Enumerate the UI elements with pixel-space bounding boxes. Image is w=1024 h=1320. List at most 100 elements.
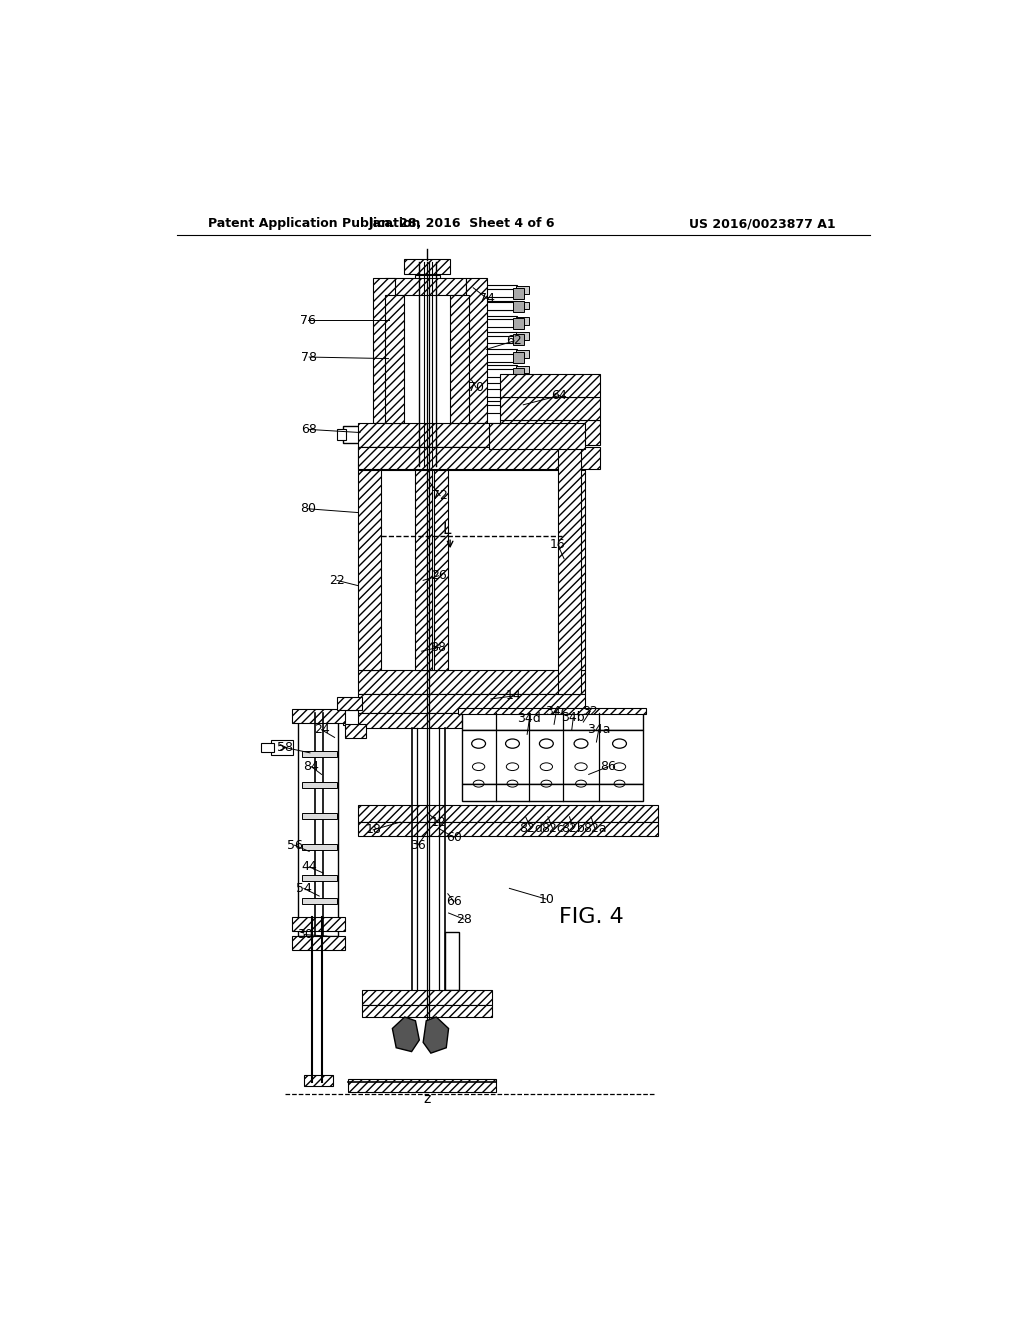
Text: 56: 56 bbox=[287, 838, 302, 851]
Bar bbox=[357, 671, 585, 693]
Bar bbox=[357, 713, 585, 729]
Bar bbox=[562, 470, 585, 671]
Text: 72: 72 bbox=[432, 490, 449, 502]
Bar bbox=[381, 470, 562, 671]
Text: 34a: 34a bbox=[587, 723, 610, 737]
Bar bbox=[558, 447, 581, 693]
Bar bbox=[478, 370, 515, 378]
Bar bbox=[478, 302, 515, 310]
Text: 16: 16 bbox=[550, 539, 566, 552]
Bar bbox=[343, 710, 368, 725]
Bar bbox=[477, 317, 517, 326]
Text: 34d: 34d bbox=[517, 713, 542, 726]
Bar bbox=[416, 470, 432, 671]
Text: 26: 26 bbox=[431, 569, 446, 582]
Text: 80: 80 bbox=[300, 502, 315, 515]
Text: 30: 30 bbox=[297, 928, 312, 941]
Bar bbox=[472, 404, 478, 414]
Bar bbox=[343, 426, 360, 444]
Bar bbox=[403, 259, 451, 275]
Bar bbox=[513, 301, 524, 312]
Text: 60: 60 bbox=[446, 832, 462, 843]
Text: 66: 66 bbox=[446, 895, 462, 908]
Bar bbox=[515, 350, 529, 358]
Bar bbox=[478, 335, 515, 343]
Bar bbox=[357, 422, 500, 447]
Bar bbox=[462, 713, 643, 730]
Text: 64: 64 bbox=[552, 389, 567, 403]
Text: 78: 78 bbox=[301, 351, 317, 363]
Bar bbox=[462, 784, 643, 801]
Bar bbox=[357, 447, 585, 470]
Bar bbox=[458, 709, 646, 714]
Text: 10: 10 bbox=[539, 892, 554, 906]
Bar bbox=[478, 405, 515, 412]
Bar bbox=[500, 374, 600, 397]
Bar bbox=[466, 277, 487, 422]
Bar bbox=[515, 384, 529, 392]
Bar bbox=[513, 334, 524, 345]
Text: 84: 84 bbox=[303, 760, 319, 774]
Bar bbox=[337, 429, 346, 441]
Bar bbox=[513, 288, 524, 298]
Bar bbox=[261, 743, 273, 752]
Text: 74: 74 bbox=[479, 292, 495, 305]
Bar bbox=[472, 334, 478, 345]
Text: L: L bbox=[442, 521, 451, 537]
Bar bbox=[472, 368, 478, 379]
Bar bbox=[361, 1006, 493, 1016]
Bar bbox=[301, 898, 337, 904]
Bar bbox=[478, 354, 515, 362]
Bar bbox=[515, 286, 529, 294]
Text: 14: 14 bbox=[506, 689, 522, 702]
Bar bbox=[478, 319, 515, 327]
Bar bbox=[357, 693, 585, 713]
Text: 12: 12 bbox=[431, 816, 446, 829]
Bar bbox=[373, 277, 394, 422]
Bar bbox=[515, 302, 529, 309]
Polygon shape bbox=[392, 1016, 419, 1052]
Text: 32: 32 bbox=[583, 705, 598, 718]
Bar bbox=[513, 388, 524, 399]
Bar bbox=[488, 422, 585, 449]
Text: 82a: 82a bbox=[583, 822, 606, 834]
Bar bbox=[361, 990, 493, 1006]
Bar bbox=[472, 318, 478, 329]
Bar bbox=[472, 388, 478, 399]
Bar bbox=[357, 447, 600, 469]
Bar bbox=[301, 781, 337, 788]
Bar bbox=[345, 725, 367, 738]
Text: 76: 76 bbox=[300, 314, 315, 326]
Text: 36: 36 bbox=[410, 838, 426, 851]
Bar bbox=[472, 288, 478, 298]
Bar bbox=[301, 751, 337, 758]
Bar bbox=[477, 383, 517, 392]
Text: US 2016/0023877 A1: US 2016/0023877 A1 bbox=[689, 218, 836, 231]
Bar bbox=[477, 401, 517, 411]
Bar bbox=[301, 843, 337, 850]
Bar bbox=[477, 331, 517, 341]
Text: Patent Application Publication: Patent Application Publication bbox=[208, 218, 420, 231]
Bar bbox=[472, 352, 478, 363]
Bar bbox=[385, 277, 466, 294]
Bar bbox=[301, 874, 337, 880]
Bar bbox=[515, 333, 529, 341]
Bar bbox=[451, 294, 469, 422]
Text: 58: 58 bbox=[276, 741, 293, 754]
Text: 28: 28 bbox=[456, 912, 472, 925]
Text: Jan. 28, 2016  Sheet 4 of 6: Jan. 28, 2016 Sheet 4 of 6 bbox=[369, 218, 555, 231]
Bar bbox=[292, 917, 345, 931]
Text: 54: 54 bbox=[296, 882, 311, 895]
Bar bbox=[385, 294, 403, 422]
Bar bbox=[513, 404, 524, 414]
Text: z: z bbox=[423, 1093, 431, 1106]
Bar bbox=[301, 813, 337, 818]
Bar bbox=[500, 397, 600, 420]
Bar bbox=[513, 352, 524, 363]
Bar bbox=[292, 709, 345, 723]
Text: 68: 68 bbox=[301, 422, 317, 436]
Bar bbox=[472, 301, 478, 312]
Text: 44: 44 bbox=[301, 861, 317, 874]
Text: 24: 24 bbox=[313, 723, 330, 737]
Text: 18: 18 bbox=[366, 824, 381, 837]
